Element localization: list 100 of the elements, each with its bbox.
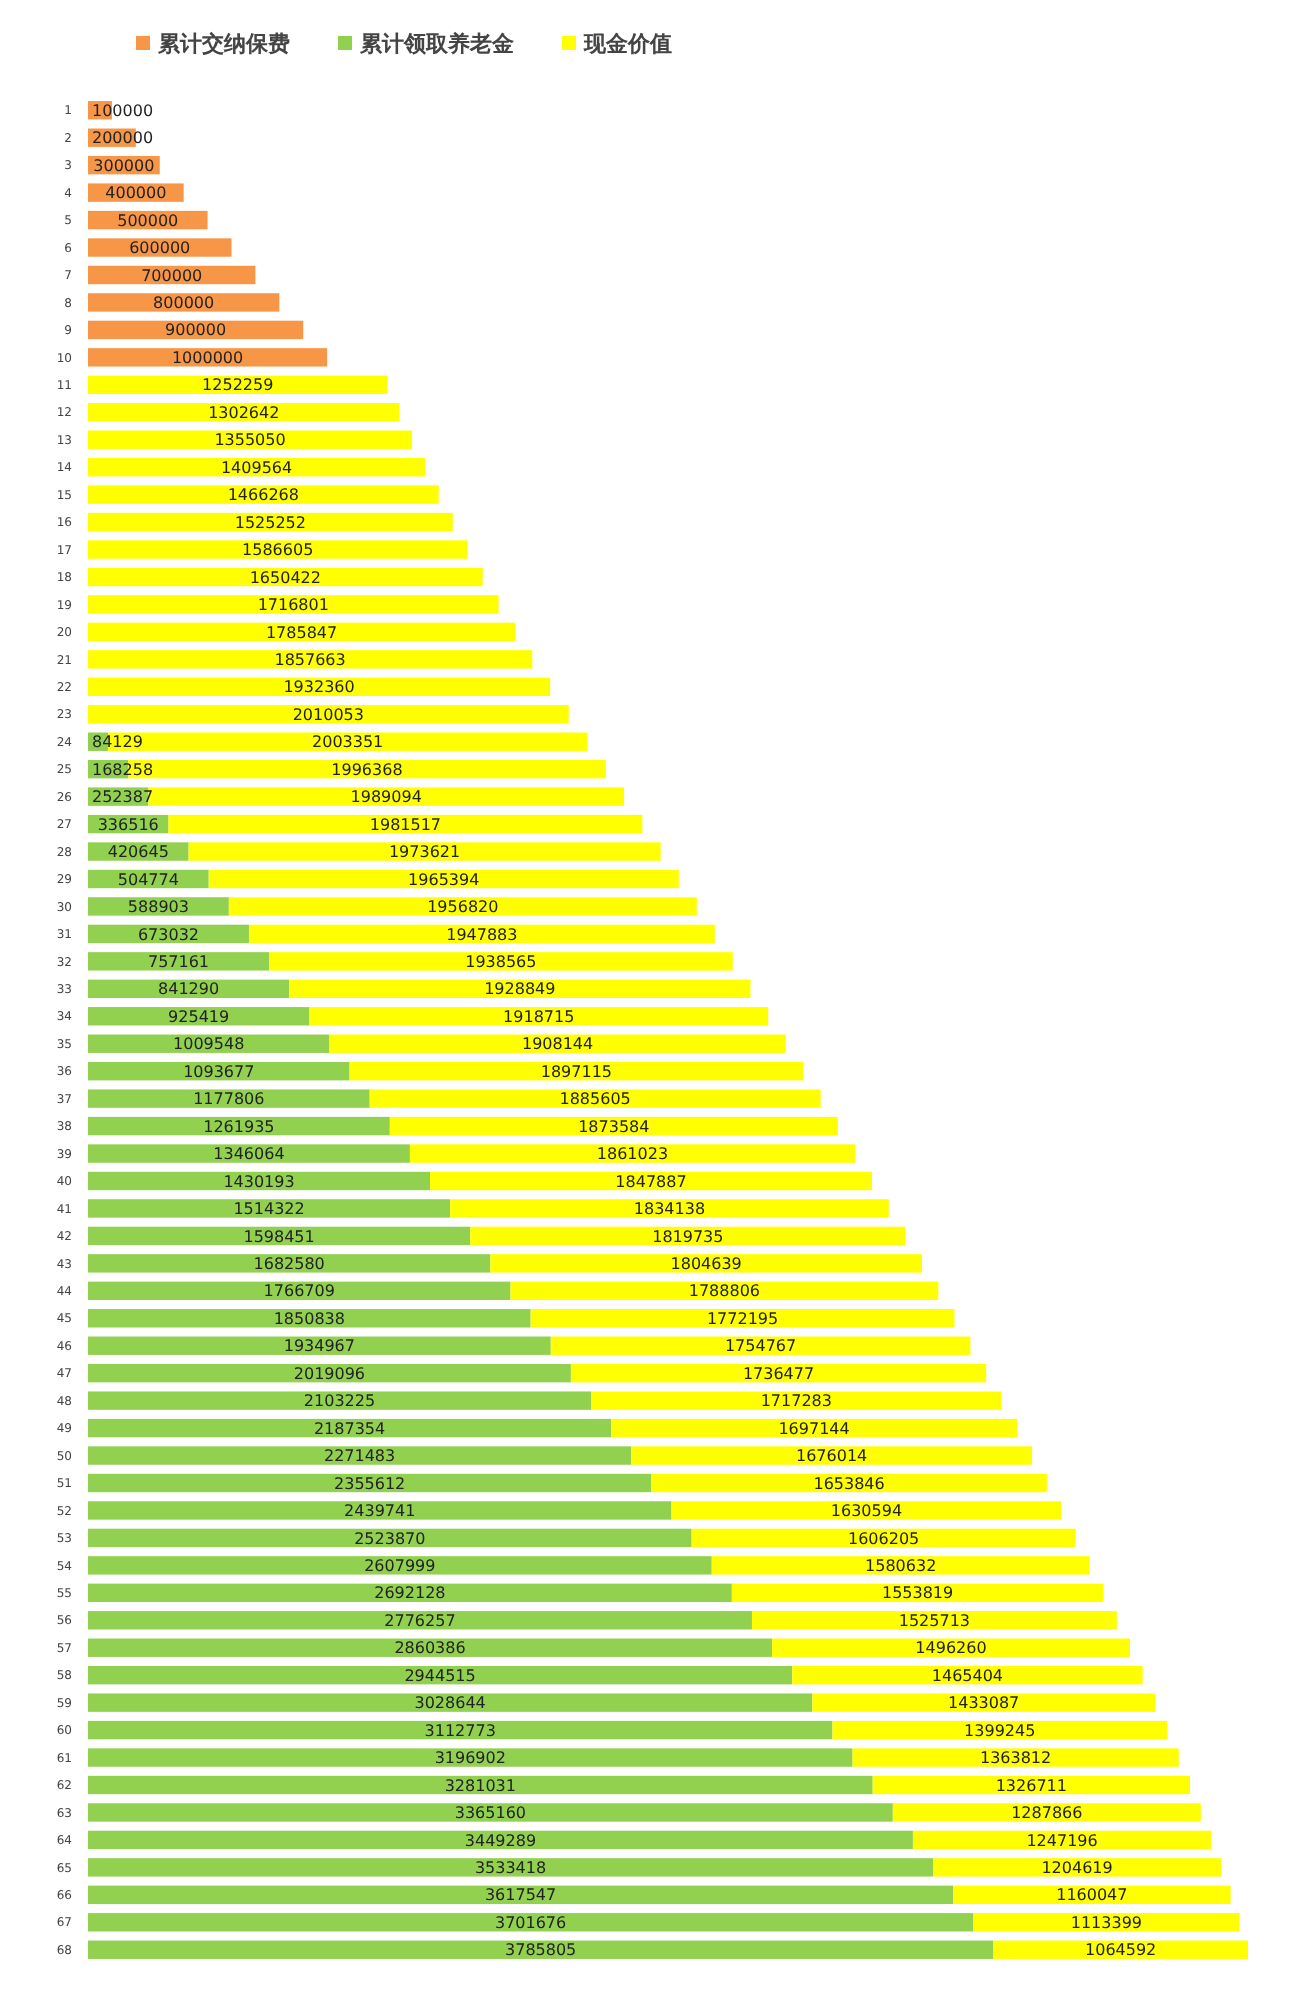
data-label: 1850838 [273,1309,345,1328]
bar [269,952,733,971]
data-label: 1204619 [1041,1858,1113,1877]
data-label: 1302642 [208,403,280,422]
data-label: 1697144 [778,1419,850,1438]
data-label: 1363812 [980,1749,1052,1768]
bar [88,403,400,422]
bar [470,1226,906,1246]
bar [88,1913,974,1932]
bar [88,293,280,312]
data-label: 1834138 [633,1200,706,1219]
data-label: 1064592 [1085,1941,1157,1960]
data-label: 2187354 [313,1419,386,1438]
bar [530,1309,955,1328]
bar [88,1116,390,1136]
bar [389,1116,838,1136]
data-label: 3196902 [434,1749,506,1768]
data-label: 1847887 [615,1172,687,1191]
bar [88,1885,954,1905]
data-label: 3617547 [484,1886,557,1905]
bar [88,485,439,504]
data-label: 2692128 [374,1584,446,1603]
data-label: 1433087 [948,1694,1020,1713]
data-label: 673032 [137,925,200,944]
bar [751,1611,1117,1630]
bar [88,1940,994,1959]
bar [711,1556,1090,1575]
bar [792,1665,1143,1685]
bar [248,924,715,944]
bar [88,1336,551,1355]
data-label: 1785847 [265,623,338,642]
bar [852,1748,1179,1767]
data-label: 757161 [147,952,210,971]
bar [309,1007,769,1026]
bar [168,814,643,834]
data-label: 1399245 [964,1721,1036,1740]
bar [611,1418,1017,1438]
bar [88,1226,471,1246]
bar [88,1501,672,1520]
data-label: 500000 [117,211,179,230]
data-label: 3028644 [414,1694,486,1713]
bar [450,1199,889,1218]
data-label: 1956820 [427,898,499,917]
bar [88,622,516,642]
data-label: 2776257 [384,1611,456,1630]
bar [872,1775,1190,1795]
bar [88,650,533,669]
data-label: 336516 [97,815,159,834]
data-label: 2003351 [312,733,384,752]
data-label: 1553819 [882,1584,954,1603]
legend-label: 累计领取养老金 [358,30,516,57]
data-label: 1586605 [242,541,314,560]
bar [772,1638,1130,1657]
data-label: 1947883 [446,925,518,944]
data-label: 1918715 [503,1007,575,1026]
data-label: 2944515 [404,1666,476,1685]
data-label: 800000 [153,294,215,313]
data-label: 2523870 [354,1529,426,1548]
bar [953,1885,1231,1905]
data-label: 1973621 [388,843,461,862]
bar [208,869,679,889]
data-label: 1819735 [652,1227,724,1246]
bar [88,1281,511,1301]
data-label: 1772195 [706,1309,779,1328]
data-label: 588903 [127,898,189,917]
bar [88,1528,692,1548]
data-label: 1525713 [898,1611,971,1630]
data-label: 1261935 [203,1117,275,1136]
data-label: 2607999 [364,1556,436,1575]
bar [933,1858,1222,1877]
data-label: 84129 [92,733,143,752]
data-label: 3533418 [474,1858,547,1877]
legend-label: 现金价值 [582,30,672,57]
data-label: 2439741 [344,1502,416,1521]
data-label: 1113399 [1070,1913,1143,1932]
bar [832,1720,1168,1740]
data-label: 1160047 [1056,1886,1128,1905]
data-label: 1682580 [253,1254,325,1273]
bar [88,1171,431,1191]
data-label: 1766709 [263,1282,335,1301]
data-label: 2355612 [334,1474,406,1493]
bar [88,540,468,559]
bar [88,595,499,614]
bar [631,1446,1033,1465]
bar [430,1171,872,1191]
bar [329,1034,786,1053]
data-label: 1598451 [243,1227,315,1246]
bar [731,1583,1104,1603]
data-label: 3365160 [454,1804,527,1823]
bar [88,1830,913,1850]
data-label: 1465404 [931,1666,1004,1685]
data-label: 2010053 [292,705,364,724]
data-label: 420645 [107,843,169,862]
data-label: 700000 [141,266,203,285]
legend-label: 累计交纳保费 [156,30,290,57]
data-label: 1247196 [1026,1831,1098,1850]
bar [148,787,625,806]
bar [892,1803,1201,1822]
bar [88,1089,370,1108]
data-label: 1525252 [234,513,307,532]
